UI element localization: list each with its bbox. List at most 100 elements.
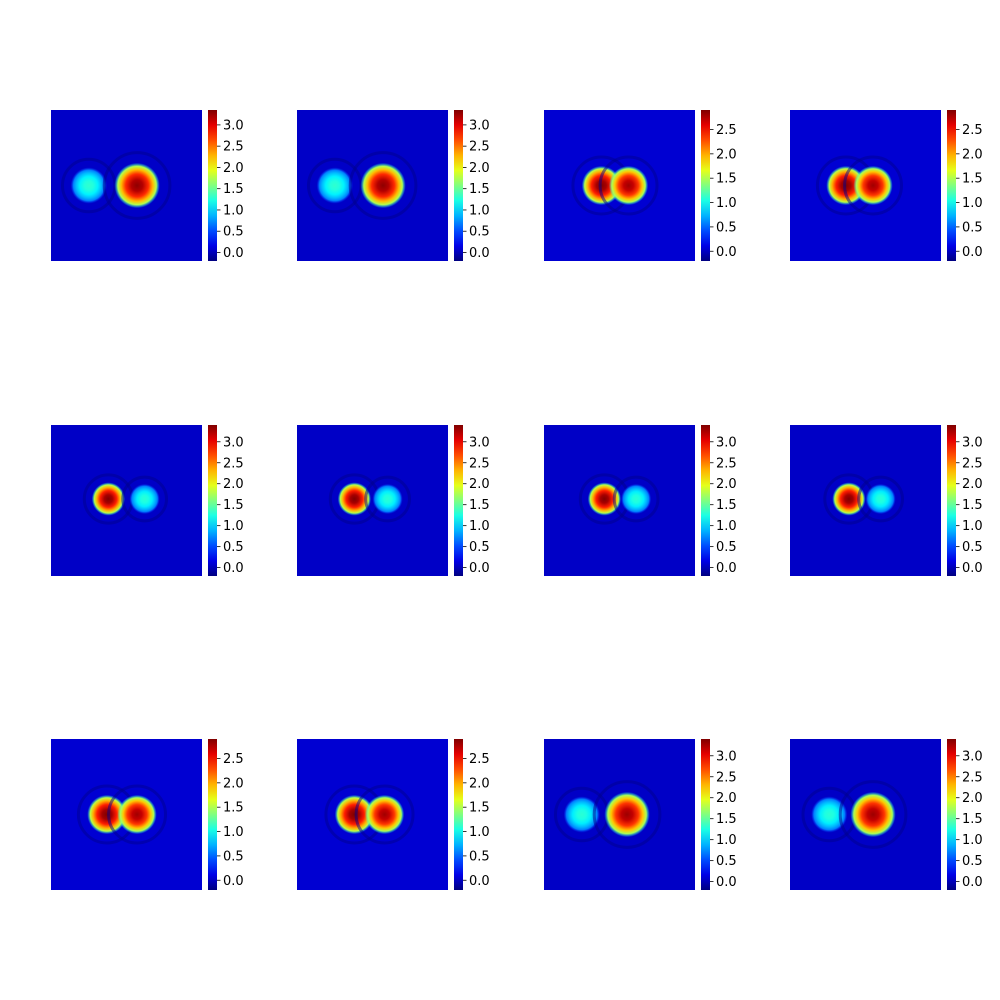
colorbar-tick-label: 3.0 — [469, 435, 490, 450]
heatmap-blob — [587, 482, 622, 516]
colorbar-tick-label: 0.0 — [716, 245, 737, 260]
colorbar-tick-label: 2.5 — [223, 140, 244, 155]
colorbar-tick-label: 0.5 — [469, 540, 490, 555]
colorbar-tick-label: 0.5 — [223, 849, 244, 864]
colorbar-tick-label: 2.5 — [469, 752, 490, 767]
colorbar — [947, 425, 956, 576]
heatmap-blobs — [76, 784, 168, 845]
colorbar-tick-label: 1.0 — [469, 825, 490, 840]
heatmap-blob — [364, 794, 405, 835]
heatmap-blob — [337, 482, 371, 516]
colorbar-tick-label: 0.5 — [716, 540, 737, 555]
heatmap-blobs — [306, 151, 418, 220]
colorbar — [947, 739, 956, 890]
heatmap-blob — [853, 165, 893, 206]
colorbar-tick-label: 2.0 — [469, 776, 490, 791]
colorbar-tick-label: 0.5 — [716, 854, 737, 869]
heatmap-background — [297, 425, 448, 576]
colorbar-tick-label: 0.5 — [469, 225, 490, 240]
heatmap-blob — [850, 791, 896, 838]
panel-r3c3: 0.0 0.5 1.0 1.5 2.0 2.5 3.0 — [544, 739, 737, 890]
colorbar-tick-label: 0.0 — [962, 875, 983, 890]
colorbar-tick-label: 0.0 — [962, 561, 983, 576]
colorbar-tick-label: 2.5 — [962, 123, 983, 138]
colorbar-tick-label: 2.0 — [962, 477, 983, 492]
colorbar-tick-label: 0.5 — [469, 849, 490, 864]
heatmap-blobs — [82, 473, 169, 525]
heatmap-blob — [865, 483, 896, 515]
heatmap-blob — [87, 794, 127, 835]
colorbar-tick-label: 0.5 — [223, 225, 244, 240]
heatmap-blob — [563, 796, 600, 833]
colorbar-tick-label: 1.5 — [223, 498, 244, 513]
colorbar-tick-label: 1.5 — [469, 182, 490, 197]
panel-r3c2: 0.0 0.5 1.0 1.5 2.0 2.5 — [297, 739, 490, 890]
heatmap-blob — [114, 162, 160, 209]
colorbar-tick-label: 1.0 — [716, 833, 737, 848]
colorbar-tick-label: 1.0 — [223, 203, 244, 218]
colorbar — [454, 110, 463, 261]
ripple-ring — [843, 155, 904, 216]
colorbar-tick-label: 1.5 — [962, 498, 983, 513]
colorbar-tick-label: 0.0 — [716, 561, 737, 576]
ripple-ring — [348, 151, 418, 220]
ripple-ring — [364, 475, 411, 523]
ripple-ring — [857, 475, 904, 523]
panel-r1c4: 0.0 0.5 1.0 1.5 2.0 2.5 — [790, 110, 983, 261]
heatmap-blob — [334, 794, 375, 835]
colorbar-tick-label: 1.0 — [223, 825, 244, 840]
heatmap-blob — [91, 482, 125, 516]
panel-r2c1: 0.0 0.5 1.0 1.5 2.0 2.5 3.0 — [51, 425, 244, 576]
colorbar-tick-label: 3.0 — [223, 435, 244, 450]
colorbar-tick-label: 1.5 — [716, 812, 737, 827]
colorbar-tick-label: 3.0 — [716, 749, 737, 764]
colorbar-tick-label: 1.0 — [962, 833, 983, 848]
colorbar-tick-label: 0.0 — [223, 874, 244, 889]
colorbar-tick-label: 2.0 — [223, 776, 244, 791]
colorbar-tick-label: 2.0 — [716, 791, 737, 806]
colorbar-tick-label: 2.0 — [469, 477, 490, 492]
colorbar-tick-label: 3.0 — [962, 435, 983, 450]
colorbar — [454, 739, 463, 890]
colorbar — [208, 425, 217, 576]
heatmap-blobs — [823, 473, 904, 525]
colorbar-tick-label: 0.0 — [716, 875, 737, 890]
colorbar-tick-label: 0.5 — [223, 540, 244, 555]
ripple-ring — [354, 784, 415, 845]
heatmap-blobs — [571, 155, 659, 216]
colorbar-tick-label: 0.0 — [223, 246, 244, 261]
colorbar — [208, 739, 217, 890]
colorbar-tick-label: 1.0 — [962, 196, 983, 211]
panel-r1c1: 0.0 0.5 1.0 1.5 2.0 2.5 3.0 — [51, 110, 244, 261]
heatmap-blobs — [328, 473, 411, 525]
colorbar-tick-label: 0.5 — [962, 854, 983, 869]
heatmap-blob — [604, 791, 650, 838]
colorbar-tick-label: 1.5 — [469, 801, 490, 816]
colorbar-tick-label: 2.0 — [223, 161, 244, 176]
ripple-ring — [592, 780, 662, 849]
heatmap-blob — [372, 483, 403, 515]
heatmap-blob — [117, 794, 157, 835]
colorbar-tick-label: 2.5 — [716, 770, 737, 785]
panel-r1c3: 0.0 0.5 1.0 1.5 2.0 2.5 — [544, 110, 737, 261]
colorbar-tick-label: 0.0 — [223, 561, 244, 576]
ripple-ring — [598, 155, 659, 216]
colorbar-tick-label: 1.5 — [716, 498, 737, 513]
colorbar-tick-label: 1.5 — [962, 172, 983, 187]
panel-r3c4: 0.0 0.5 1.0 1.5 2.0 2.5 3.0 — [790, 739, 983, 890]
ripple-ring — [612, 475, 660, 523]
heatmap-background — [51, 425, 202, 576]
colorbar-tick-label: 0.5 — [962, 540, 983, 555]
panel-r3c1: 0.0 0.5 1.0 1.5 2.0 2.5 — [51, 739, 244, 890]
colorbar — [701, 425, 710, 576]
colorbar-tick-label: 3.0 — [223, 118, 244, 133]
colorbar — [701, 110, 710, 261]
panel-r2c4: 0.0 0.5 1.0 1.5 2.0 2.5 3.0 — [790, 425, 983, 576]
heatmap-blob — [811, 796, 848, 833]
colorbar-tick-label: 2.5 — [469, 140, 490, 155]
heatmap-blobs — [578, 473, 660, 525]
colorbar-tick-label: 2.0 — [469, 161, 490, 176]
colorbar-tick-label: 1.0 — [469, 519, 490, 534]
colorbar-tick-label: 2.5 — [223, 456, 244, 471]
